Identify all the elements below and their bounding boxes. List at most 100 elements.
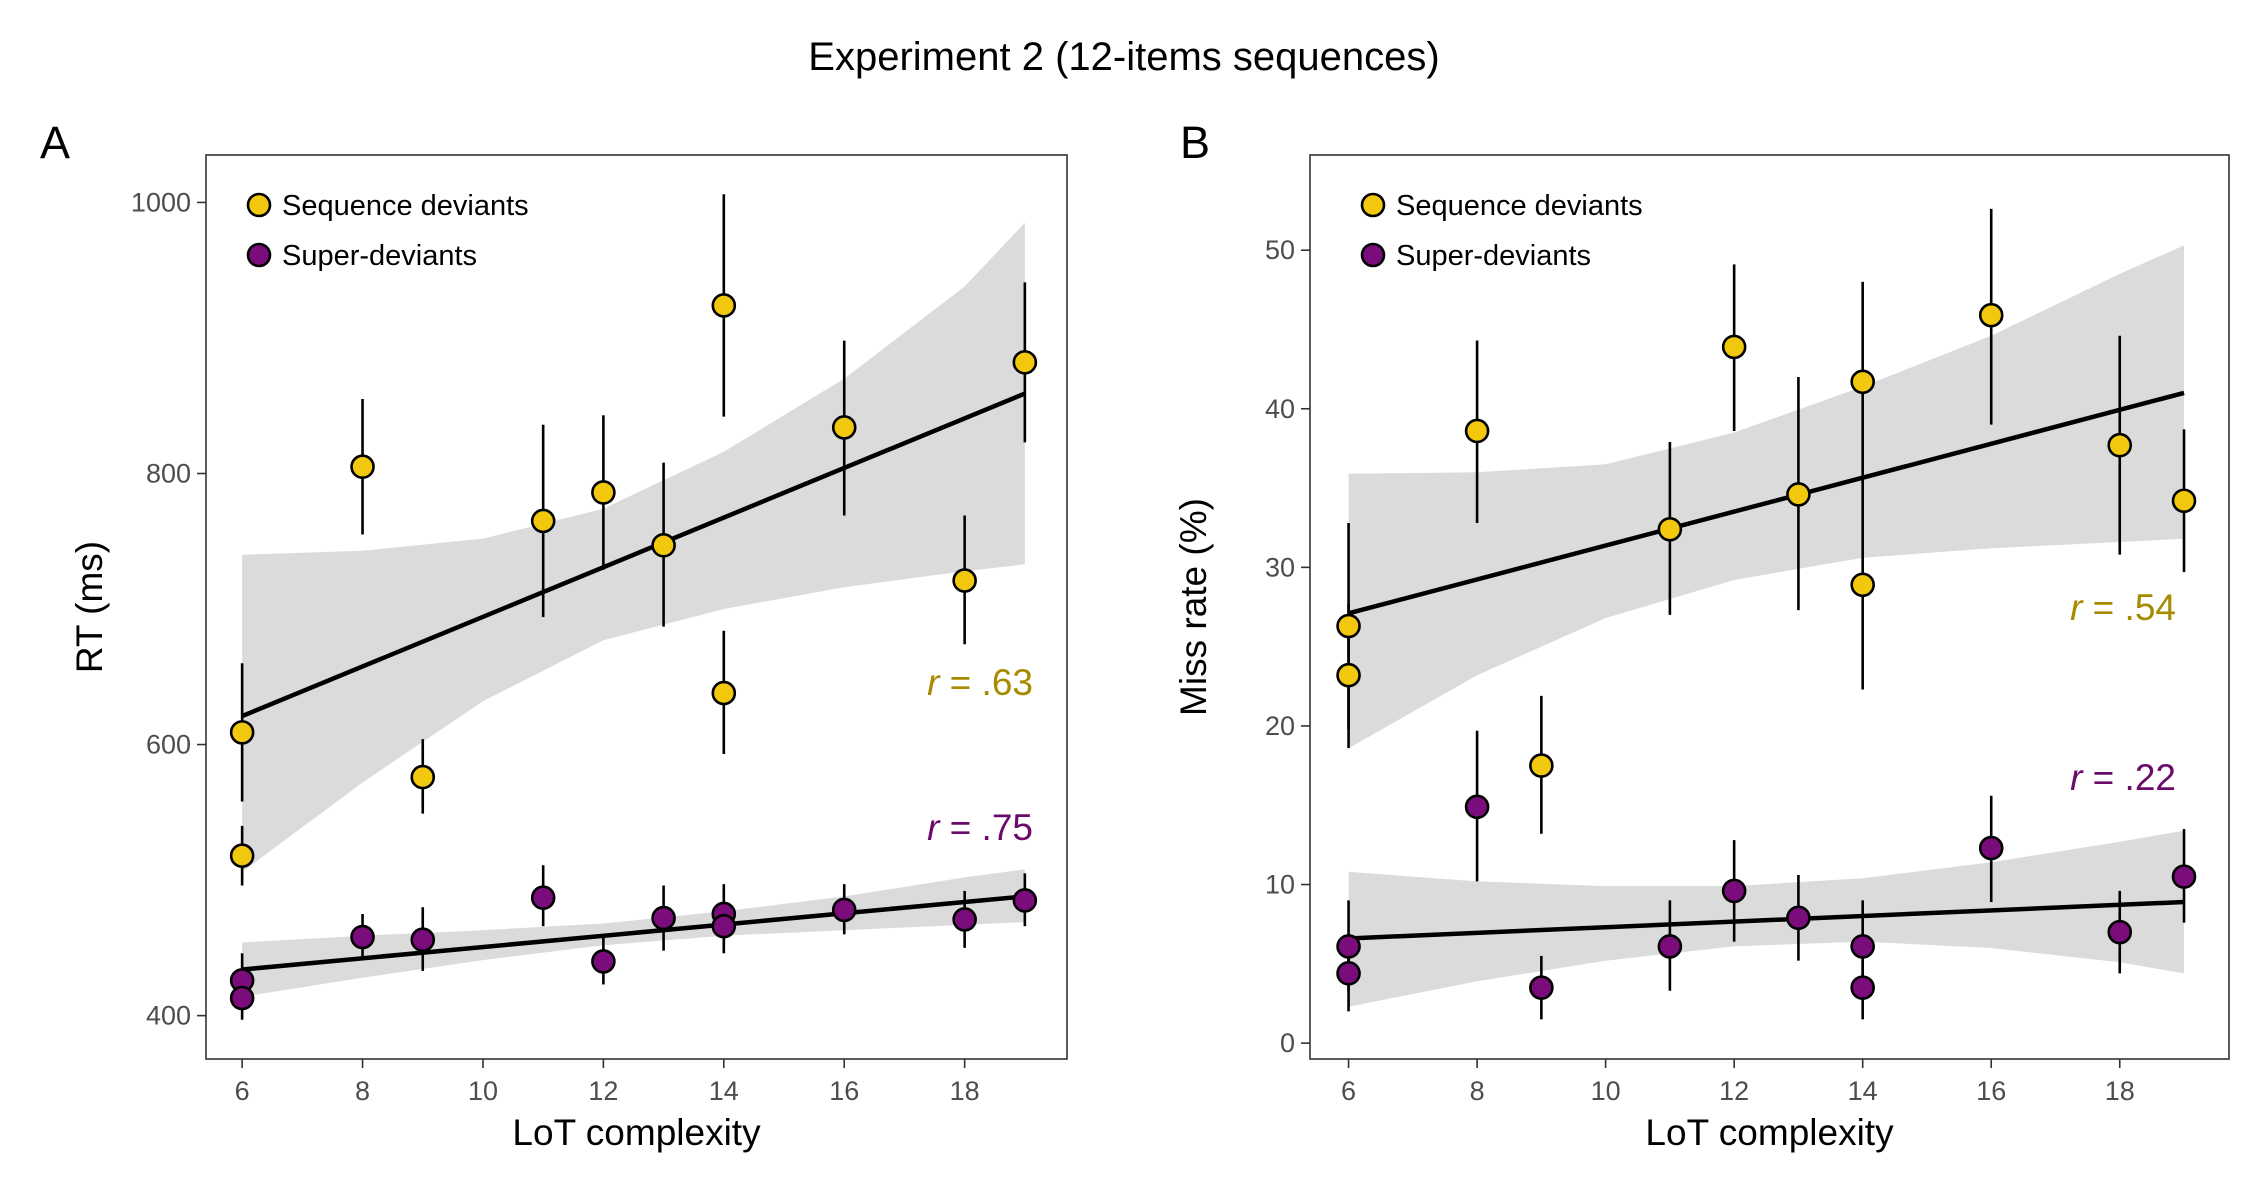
panel-a-point-sequence-deviants-1 bbox=[229, 843, 255, 869]
panel-b-border bbox=[1309, 154, 2230, 1060]
panel-b-point-super-deviants-9 bbox=[1978, 835, 2004, 861]
panel-a: A 6 8 10 12 14 16 18 400 600 800 1000 LoT complexity… bbox=[40, 117, 1068, 1153]
panel-b-x-tick-label-16: 16 bbox=[1976, 1076, 2006, 1106]
panel-a-y-tick-label-1000: 1000 bbox=[131, 187, 191, 217]
panel-a-point-sequence-deviants-0 bbox=[229, 720, 255, 745]
panel-a-point-sequence-deviants-3 bbox=[410, 764, 436, 790]
panel-b-point-sequence-deviants-8 bbox=[1850, 572, 1875, 598]
panel-a-x-tick-label-18: 18 bbox=[950, 1076, 980, 1106]
panel-b-point-super-deviants-8 bbox=[1850, 975, 1875, 1000]
panel-a-x-tick-label-12: 12 bbox=[588, 1076, 618, 1106]
panel-a-r-annotation-sequence-deviants: r = .63 bbox=[927, 662, 1033, 703]
panel-b-point-sequence-deviants-2 bbox=[1464, 418, 1490, 444]
panel-b-ribbon-sequence-deviants bbox=[1348, 245, 2184, 749]
panel-a-point-sequence-deviants-7 bbox=[711, 293, 737, 318]
panel-b-point-super-deviants-2 bbox=[1464, 794, 1490, 820]
panel-b-x-tick-label-8: 8 bbox=[1470, 1076, 1485, 1106]
panel-b-legend-key-super-deviants bbox=[1360, 242, 1386, 268]
panel-b-point-sequence-deviants-11 bbox=[2171, 488, 2197, 514]
panel-a-border bbox=[205, 154, 1068, 1060]
panel-b-y-tick-label-40: 40 bbox=[1265, 394, 1295, 424]
panel-a-point-super-deviants-3 bbox=[410, 927, 436, 953]
panel-b-legend-label-sequence-deviants: Sequence deviants bbox=[1396, 190, 1643, 222]
panel-a-point-super-deviants-9 bbox=[831, 897, 857, 923]
panel-a-y-tick-label-600: 600 bbox=[146, 730, 191, 760]
panel-b-y-tick-label-30: 30 bbox=[1265, 552, 1295, 582]
panel-b-y-axis-title: Miss rate (%) bbox=[1173, 498, 1214, 716]
panel-b-point-sequence-deviants-6 bbox=[1786, 482, 1811, 507]
panel-a-point-sequence-deviants-4 bbox=[530, 508, 556, 534]
panel-b-x-tick-label-6: 6 bbox=[1341, 1076, 1356, 1106]
panel-a-y-tick-label-800: 800 bbox=[146, 459, 191, 489]
panel-b: B 6 8 10 12 14 16 18 0 10 20 30 40 50 LoT complexity Mi… bbox=[1173, 117, 2230, 1153]
panel-b-point-sequence-deviants-1 bbox=[1336, 662, 1361, 688]
panel-a-point-sequence-deviants-5 bbox=[591, 480, 616, 505]
panel-b-point-super-deviants-1 bbox=[1336, 961, 1361, 986]
panel-a-r-annotation-super-deviants: r = .75 bbox=[927, 807, 1033, 848]
panel-a-point-super-deviants-8 bbox=[711, 913, 737, 939]
panel-b-x-tick-label-10: 10 bbox=[1591, 1076, 1621, 1106]
panel-a-point-super-deviants-10 bbox=[952, 907, 977, 932]
panel-b-point-sequence-deviants-10 bbox=[2107, 432, 2133, 458]
panel-b-y-tick-label-0: 0 bbox=[1280, 1028, 1295, 1058]
panel-b-y-tick-label-20: 20 bbox=[1265, 711, 1295, 741]
panel-b-y-tick-label-50: 50 bbox=[1265, 235, 1295, 265]
panel-b-x-axis-title: LoT complexity bbox=[1645, 1112, 1894, 1153]
panel-a-point-sequence-deviants-6 bbox=[651, 533, 676, 558]
panel-b-point-sequence-deviants-9 bbox=[1978, 302, 2004, 328]
panel-a-point-super-deviants-4 bbox=[530, 885, 556, 911]
panel-a-fit-line-sequence-deviants bbox=[241, 391, 1026, 719]
panel-b-point-sequence-deviants-0 bbox=[1336, 613, 1361, 639]
panel-b-r-annotation-sequence-deviants: r = .54 bbox=[2070, 587, 2176, 628]
panel-b-point-super-deviants-7 bbox=[1850, 934, 1875, 959]
panel-b-point-sequence-deviants-7 bbox=[1850, 369, 1875, 395]
panel-a-point-sequence-deviants-11 bbox=[1012, 350, 1038, 375]
panel-a-x-tick-label-8: 8 bbox=[355, 1076, 370, 1106]
panel-b-y-tick-label-10: 10 bbox=[1265, 870, 1295, 900]
panel-a-point-sequence-deviants-9 bbox=[831, 415, 857, 440]
panel-b-fit-line-super-deviants bbox=[1348, 899, 2185, 941]
panel-b-point-super-deviants-5 bbox=[1721, 878, 1747, 904]
panel-a-point-super-deviants-6 bbox=[651, 905, 676, 931]
panel-b-legend-key-sequence-deviants bbox=[1360, 192, 1386, 218]
panel-a-point-sequence-deviants-8 bbox=[711, 680, 737, 706]
panel-b-point-super-deviants-3 bbox=[1529, 975, 1554, 1000]
panel-a-x-tick-label-6: 6 bbox=[235, 1076, 250, 1106]
panel-a-x-tick-label-16: 16 bbox=[829, 1076, 859, 1106]
panel-a-x-tick-label-10: 10 bbox=[468, 1076, 498, 1106]
panel-a-legend-key-sequence-deviants bbox=[246, 192, 272, 218]
panel-a-legend-label-super-deviants: Super-deviants bbox=[282, 240, 477, 272]
panel-a-point-super-deviants-2 bbox=[350, 924, 375, 950]
panel-b-point-super-deviants-4 bbox=[1657, 934, 1683, 959]
panel-b-point-sequence-deviants-5 bbox=[1721, 334, 1747, 360]
panel-a-ribbon-sequence-deviants bbox=[242, 222, 1025, 873]
panel-b-point-super-deviants-6 bbox=[1786, 905, 1811, 931]
panel-b-tag: B bbox=[1180, 117, 1210, 168]
panel-a-point-sequence-deviants-10 bbox=[952, 568, 977, 593]
panel-a-x-tick-label-14: 14 bbox=[709, 1076, 739, 1106]
panel-b-point-super-deviants-0 bbox=[1336, 934, 1361, 959]
panel-b-x-tick-label-12: 12 bbox=[1719, 1076, 1749, 1106]
panel-b-fit-line-sequence-deviants bbox=[1347, 390, 2185, 616]
panel-a-point-super-deviants-1 bbox=[229, 985, 255, 1011]
panel-b-legend-label-super-deviants: Super-deviants bbox=[1396, 240, 1591, 272]
panel-a-y-tick-label-400: 400 bbox=[146, 1001, 191, 1031]
figure-title: Experiment 2 (12-items sequences) bbox=[808, 35, 1439, 79]
panel-b-x-tick-label-18: 18 bbox=[2105, 1076, 2135, 1106]
panel-b-r-annotation-super-deviants: r = .22 bbox=[2070, 757, 2176, 798]
panel-a-fit-line-super-deviants bbox=[241, 894, 1026, 972]
panel-a-y-axis-title: RT (ms) bbox=[69, 541, 110, 673]
panel-a-legend-label-sequence-deviants: Sequence deviants bbox=[282, 190, 529, 222]
panel-b-point-super-deviants-11 bbox=[2171, 864, 2197, 889]
panel-a-point-sequence-deviants-2 bbox=[350, 454, 375, 480]
panel-a-point-super-deviants-11 bbox=[1012, 888, 1038, 913]
panel-a-point-super-deviants-5 bbox=[591, 949, 616, 974]
panel-a-legend-key-super-deviants bbox=[246, 242, 272, 268]
panel-b-x-tick-label-14: 14 bbox=[1848, 1076, 1878, 1106]
panel-b-point-super-deviants-10 bbox=[2107, 919, 2133, 945]
panel-b-point-sequence-deviants-4 bbox=[1657, 516, 1683, 542]
panel-b-point-sequence-deviants-3 bbox=[1529, 753, 1554, 778]
panel-a-tag: A bbox=[40, 117, 70, 168]
panel-a-x-axis-title: LoT complexity bbox=[512, 1112, 761, 1153]
